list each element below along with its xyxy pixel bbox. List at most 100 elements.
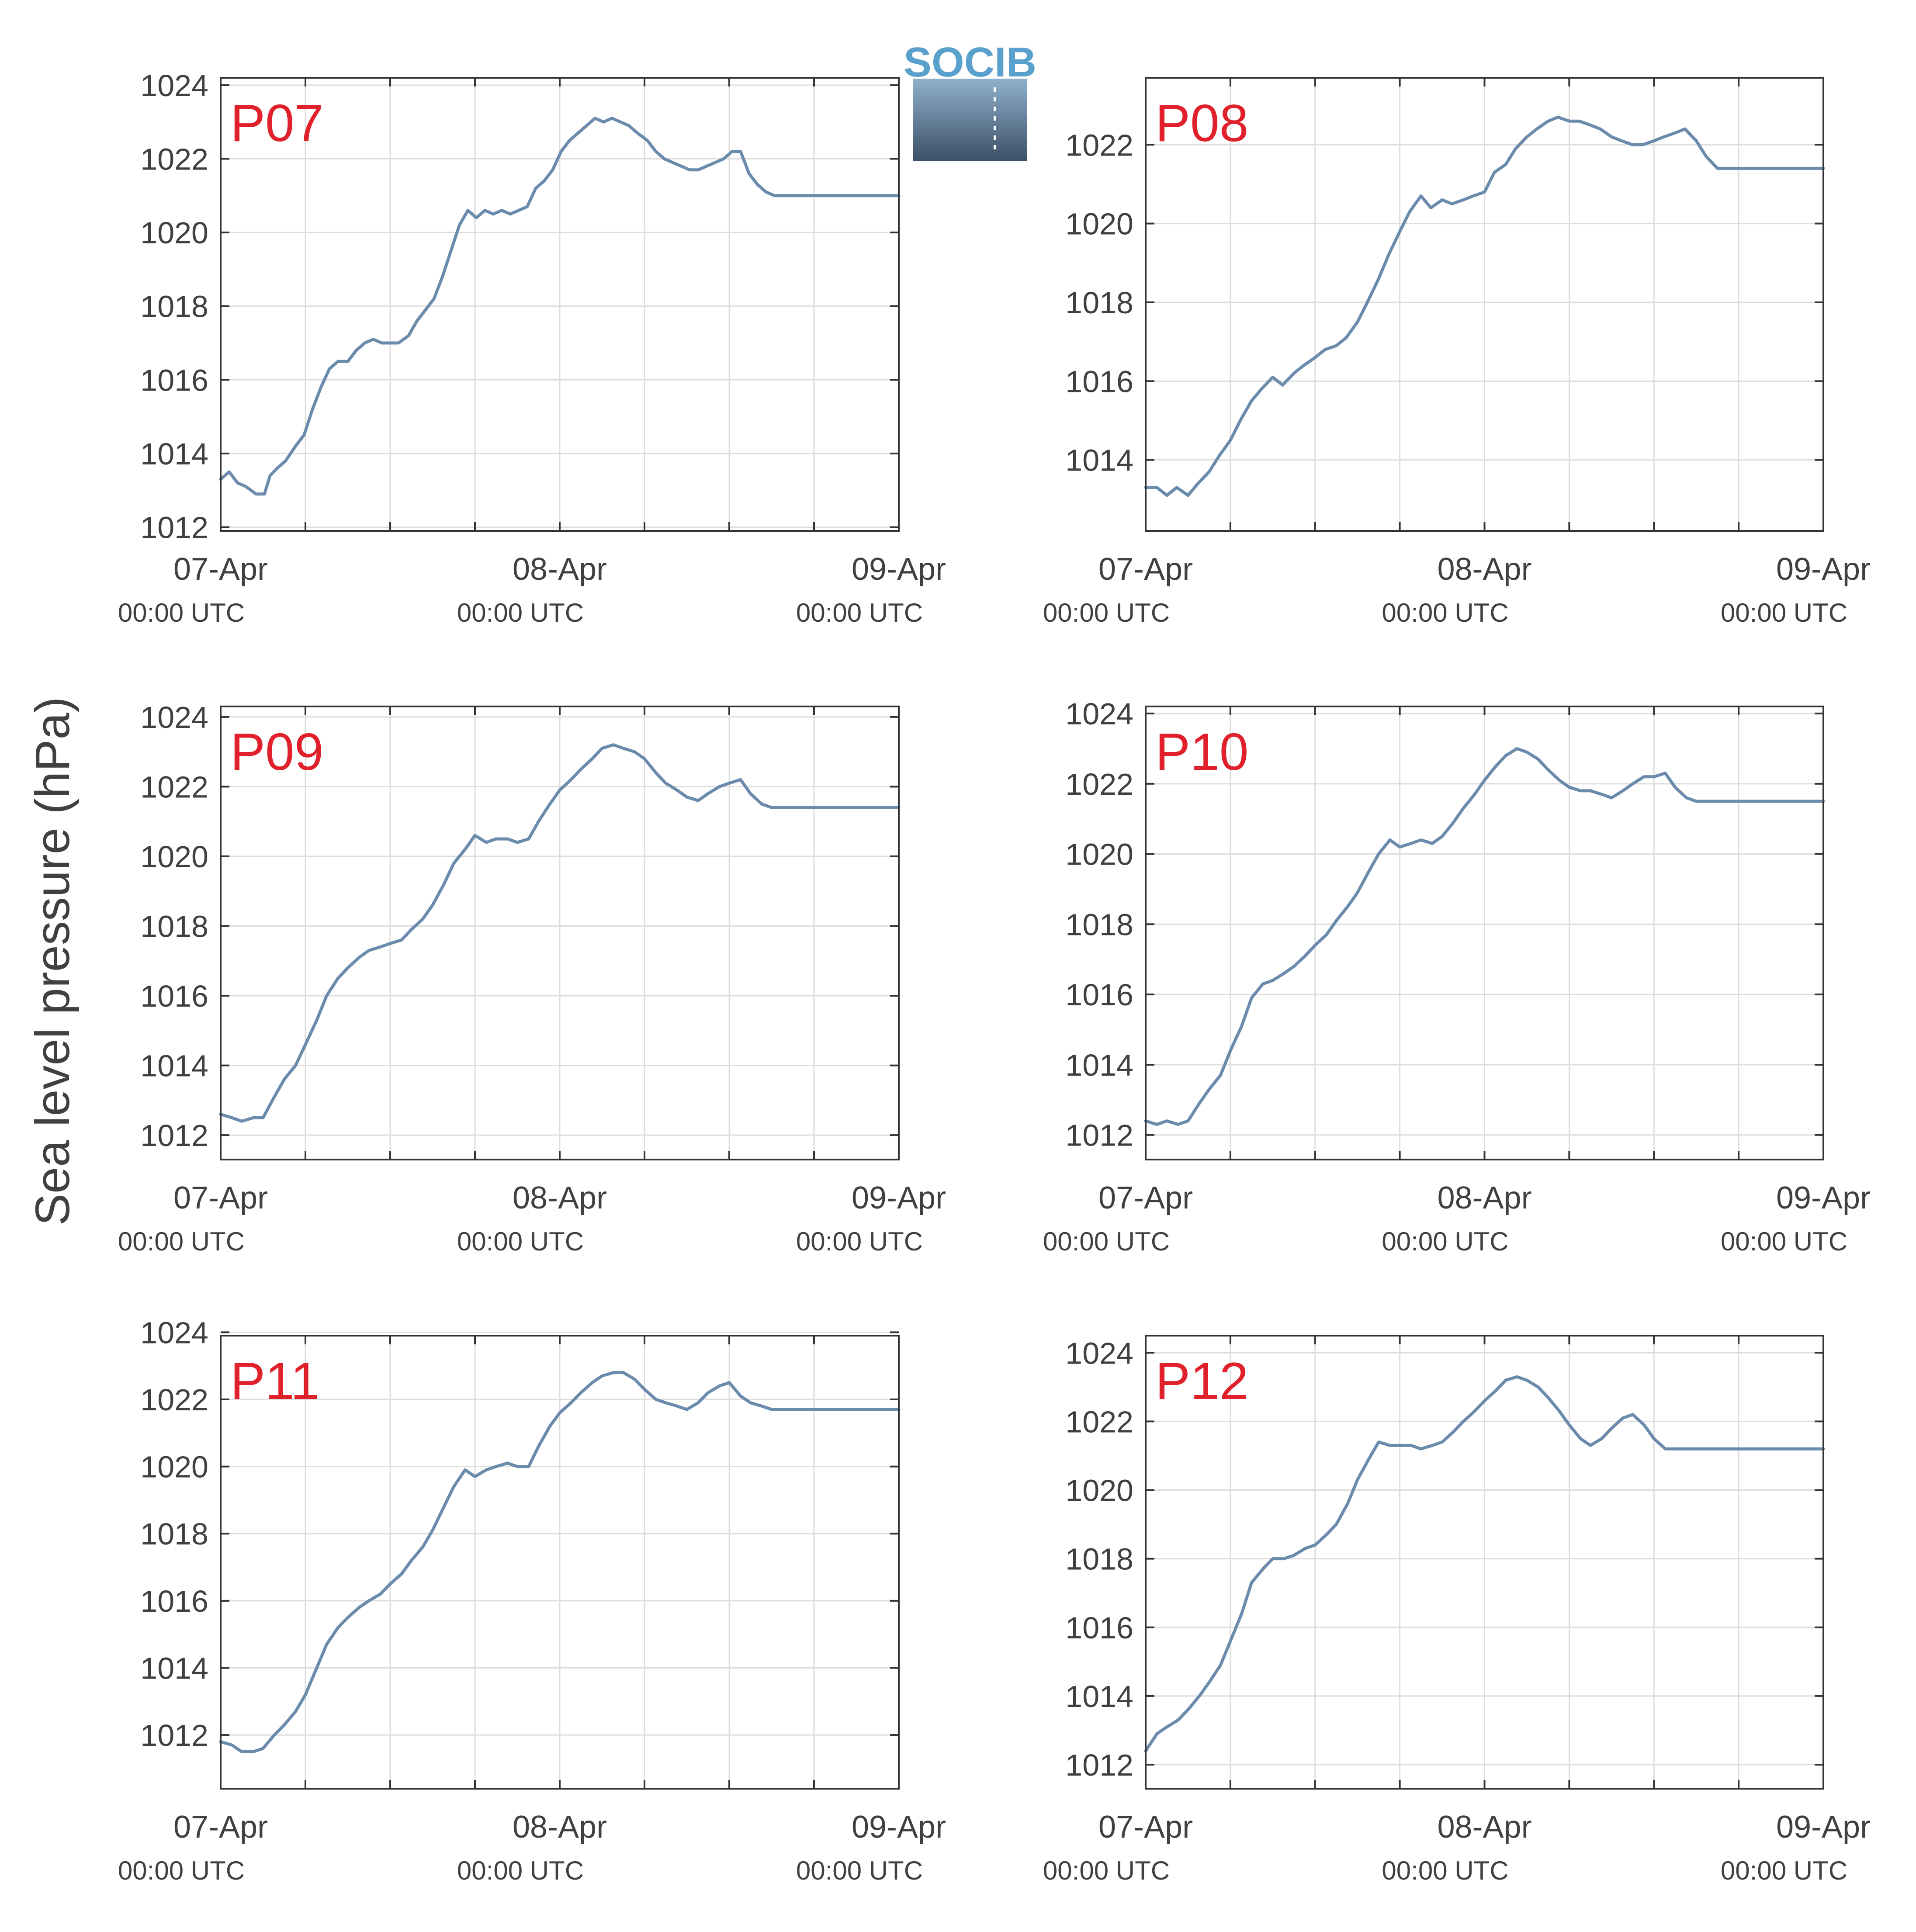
y-tick-label: 1024	[140, 69, 208, 103]
x-tick-label-date: 07-Apr	[173, 1810, 268, 1845]
x-tick-label-time: 00:00 UTC	[118, 1227, 245, 1256]
y-tick-label: 1014	[140, 1651, 208, 1685]
panel-title-label: P09	[230, 723, 324, 781]
y-tick-label: 1022	[1065, 128, 1133, 162]
y-axis-label: Sea level pressure (hPa)	[26, 697, 80, 1226]
x-tick-label-time: 00:00 UTC	[118, 598, 245, 627]
socib-logo: SOCIB	[904, 39, 1036, 161]
x-tick-label-time: 00:00 UTC	[1721, 598, 1847, 627]
x-tick-label-date: 07-Apr	[173, 1181, 268, 1215]
series-line	[219, 1371, 901, 1753]
panel-p11: 1012 1014 1016 1018 1020 1022 1024 07-Apr 00:00 …	[118, 1316, 946, 1885]
y-tick-label: 1012	[140, 1718, 208, 1752]
y-tick-label: 1014	[1065, 443, 1133, 478]
y-tick-label: 1016	[140, 1584, 208, 1618]
y-tick-label: 1012	[1065, 1118, 1133, 1153]
y-tick-label: 1018	[1065, 286, 1133, 320]
x-tick-label-date: 07-Apr	[1098, 552, 1193, 587]
x-tick-label-date: 08-Apr	[513, 552, 607, 587]
y-tick-label: 1014	[1065, 1048, 1133, 1082]
panel-p09: 1012 1014 1016 1018 1020 1022 1024 07-Apr 00:00 …	[118, 700, 946, 1256]
x-tick-label-date: 08-Apr	[513, 1810, 607, 1845]
y-tick-label: 1024	[140, 700, 208, 734]
y-tick-label: 1016	[1065, 364, 1133, 398]
x-tick-label-date: 07-Apr	[1098, 1181, 1193, 1215]
x-tick-label-date: 07-Apr	[173, 552, 268, 587]
x-tick-label-date: 09-Apr	[852, 552, 946, 587]
x-tick-label-time: 00:00 UTC	[1382, 1856, 1508, 1885]
panel-p12: 1012 1014 1016 1018 1020 1022 1024 07-Apr 00:00 …	[1043, 1335, 1871, 1885]
x-tick-label-time: 00:00 UTC	[1043, 1227, 1170, 1256]
y-tick-label: 1024	[1065, 697, 1133, 731]
x-tick-label-time: 00:00 UTC	[457, 1227, 584, 1256]
x-tick-label-time: 00:00 UTC	[1721, 1227, 1847, 1256]
panel-p08: 1014 1016 1018 1020 1022 07-Apr 00:00 UTC 08-Ap…	[1043, 77, 1871, 627]
y-tick-label: 1016	[1065, 1611, 1133, 1645]
y-tick-label: 1018	[140, 290, 208, 324]
y-tick-label: 1020	[140, 840, 208, 874]
socib-logo-text: SOCIB	[904, 39, 1036, 86]
y-tick-label: 1016	[140, 363, 208, 397]
series-line	[219, 117, 901, 496]
x-tick-label-time: 00:00 UTC	[1382, 598, 1508, 627]
x-tick-label-time: 00:00 UTC	[457, 598, 584, 627]
x-tick-label-time: 00:00 UTC	[1043, 598, 1170, 627]
y-tick-label: 1024	[1065, 1336, 1133, 1370]
x-tick-label-date: 09-Apr	[1776, 1181, 1871, 1215]
y-tick-label: 1014	[140, 1049, 208, 1083]
x-tick-label-time: 00:00 UTC	[796, 1227, 923, 1256]
y-tick-label: 1012	[140, 511, 208, 545]
x-tick-label-time: 00:00 UTC	[1043, 1856, 1170, 1885]
y-tick-label: 1020	[1065, 1474, 1133, 1508]
series-line	[219, 743, 901, 1123]
series-line	[1144, 1375, 1825, 1753]
x-tick-label-date: 08-Apr	[1437, 552, 1531, 587]
panel-p07: 1012 1014 1016 1018 1020 1022 1024 07-Apr 00:00 …	[118, 69, 946, 627]
x-tick-label-time: 00:00 UTC	[796, 598, 923, 627]
x-tick-label-time: 00:00 UTC	[796, 1856, 923, 1885]
y-tick-label: 1020	[140, 216, 208, 250]
y-tick-label: 1022	[1065, 1405, 1133, 1439]
y-tick-label: 1012	[1065, 1748, 1133, 1782]
y-tick-label: 1018	[1065, 907, 1133, 942]
x-tick-label-date: 09-Apr	[1776, 1810, 1871, 1845]
x-tick-label-time: 00:00 UTC	[1382, 1227, 1508, 1256]
y-tick-label: 1014	[140, 437, 208, 471]
x-tick-label-date: 09-Apr	[852, 1181, 946, 1215]
panel-title-label: P10	[1155, 723, 1249, 781]
y-tick-label: 1020	[1065, 207, 1133, 241]
y-tick-label: 1018	[140, 1517, 208, 1551]
x-tick-label-date: 08-Apr	[1437, 1181, 1531, 1215]
series-line	[1144, 115, 1825, 497]
panel-title-label: P11	[230, 1352, 320, 1410]
y-tick-label: 1016	[1065, 978, 1133, 1012]
x-tick-label-date: 07-Apr	[1098, 1810, 1193, 1845]
x-tick-label-date: 08-Apr	[513, 1181, 607, 1215]
x-tick-label-date: 09-Apr	[852, 1810, 946, 1845]
panel-title-label: P12	[1155, 1352, 1249, 1410]
y-tick-label: 1018	[140, 910, 208, 944]
y-tick-label: 1014	[1065, 1679, 1133, 1714]
y-tick-label: 1022	[140, 142, 208, 176]
x-tick-label-time: 00:00 UTC	[457, 1856, 584, 1885]
x-tick-label-time: 00:00 UTC	[1721, 1856, 1847, 1885]
panel-title-label: P07	[230, 94, 324, 152]
x-tick-label-date: 09-Apr	[1776, 552, 1871, 587]
y-tick-label: 1012	[140, 1118, 208, 1153]
panels: 1012 1014 1016 1018 1020 1022 1024 07-Apr 00:00 …	[118, 69, 1871, 1885]
y-tick-label: 1022	[1065, 767, 1133, 801]
y-tick-label: 1022	[140, 770, 208, 804]
panel-title-label: P08	[1155, 94, 1249, 152]
series-line	[1144, 747, 1825, 1126]
x-tick-label-date: 08-Apr	[1437, 1810, 1531, 1845]
x-tick-label-time: 00:00 UTC	[118, 1856, 245, 1885]
y-tick-label: 1022	[140, 1383, 208, 1417]
y-tick-label: 1018	[1065, 1542, 1133, 1576]
socib-logo-block	[913, 79, 1027, 161]
panel-p10: 1012 1014 1016 1018 1020 1022 1024 07-Apr 00:00 …	[1043, 697, 1871, 1256]
y-tick-label: 1020	[1065, 838, 1133, 872]
y-tick-label: 1016	[140, 979, 208, 1013]
y-tick-label: 1024	[140, 1316, 208, 1350]
y-tick-label: 1020	[140, 1450, 208, 1484]
